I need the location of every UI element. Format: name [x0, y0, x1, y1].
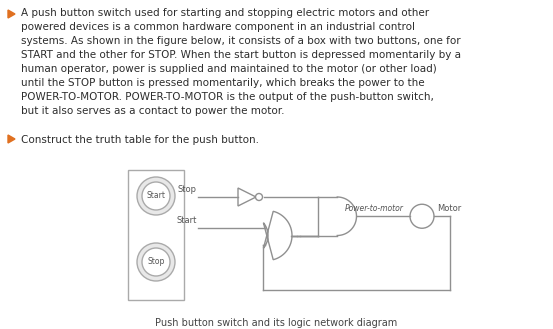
- Bar: [128, 170, 184, 300]
- Circle shape: [410, 204, 434, 228]
- Text: Power-to-motor: Power-to-motor: [345, 204, 403, 213]
- Polygon shape: [8, 10, 15, 18]
- Polygon shape: [8, 135, 15, 143]
- Circle shape: [137, 177, 175, 215]
- Circle shape: [255, 193, 263, 200]
- Text: Push button switch and its logic network diagram: Push button switch and its logic network…: [155, 318, 398, 328]
- Text: Construct the truth table for the push button.: Construct the truth table for the push b…: [21, 135, 259, 145]
- Text: Start: Start: [176, 216, 197, 225]
- Circle shape: [142, 182, 170, 210]
- Text: Stop: Stop: [147, 258, 165, 266]
- Circle shape: [142, 248, 170, 276]
- Text: Start: Start: [147, 191, 165, 200]
- Text: Motor: Motor: [437, 204, 461, 213]
- Text: A push button switch used for starting and stopping electric motors and other
po: A push button switch used for starting a…: [21, 8, 461, 116]
- Text: Stop: Stop: [178, 185, 197, 194]
- Circle shape: [137, 243, 175, 281]
